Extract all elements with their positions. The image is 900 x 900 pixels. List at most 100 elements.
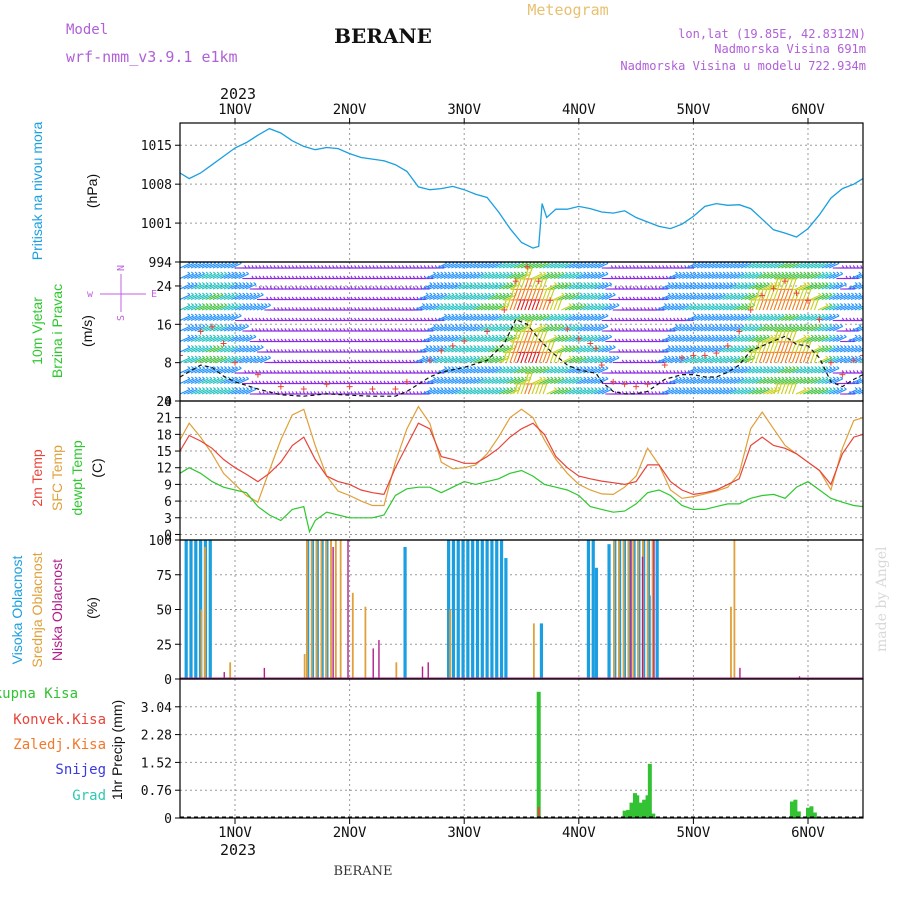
wind-barb — [223, 304, 235, 311]
wind-barb — [216, 336, 227, 342]
wind-barb-head — [810, 324, 814, 327]
wind-barb — [711, 388, 722, 395]
wind-barb — [509, 288, 515, 300]
wind-barb — [667, 304, 678, 311]
wind-barb — [850, 378, 862, 384]
station-title: BERANE — [334, 24, 432, 48]
wind-barb-head — [741, 334, 745, 338]
wind-barb-head — [201, 282, 205, 285]
wind-barb — [447, 336, 458, 342]
wind-barb-head — [465, 271, 470, 275]
wind-barb — [425, 304, 436, 311]
wind-barb — [180, 283, 191, 290]
wind-barb — [682, 294, 693, 300]
wind-barb — [223, 294, 235, 300]
wind-barb — [737, 367, 748, 374]
wind-barb — [491, 304, 502, 311]
legend-konvek-kisa: Konvek.Kisa — [13, 712, 106, 728]
wind-barb — [205, 388, 216, 395]
wind-barb — [205, 304, 216, 311]
wind-barb — [660, 294, 671, 300]
wind-barb — [421, 336, 433, 342]
wind-barb — [432, 294, 444, 300]
wind-barb — [704, 378, 715, 384]
wind-barb-head — [685, 324, 690, 327]
wind-barb-head — [223, 292, 227, 296]
wind-barb-head — [682, 345, 686, 348]
wind-barb-head — [766, 324, 770, 327]
wind-barb-head — [586, 303, 591, 306]
wind-barb — [696, 315, 708, 321]
model-label: Model — [66, 22, 108, 38]
wind-barb — [561, 273, 572, 279]
wind-barb — [476, 336, 488, 342]
wind-barb — [491, 283, 502, 290]
wind-barb — [586, 294, 598, 300]
wind-barb — [755, 351, 761, 363]
wind-barb-head — [741, 313, 745, 317]
wind-barb-head — [564, 334, 569, 338]
wind-barb — [447, 262, 458, 269]
wind-barb — [799, 336, 810, 342]
wind-barb-head — [212, 271, 216, 275]
wind-barb — [469, 262, 480, 269]
wind-barb — [180, 357, 191, 363]
wind-barb — [579, 336, 590, 342]
wind-barb-head — [216, 271, 220, 275]
wind-barb-head — [220, 334, 224, 338]
wind-barb — [190, 294, 202, 300]
wind-barb — [465, 357, 477, 363]
wind-barb — [473, 336, 484, 342]
wind-barb — [601, 294, 612, 300]
wind-barb — [575, 367, 587, 374]
wind-barb — [535, 330, 540, 342]
wind-barb — [539, 315, 550, 321]
wind-barb-head — [711, 324, 715, 327]
wind-barb — [223, 336, 235, 342]
wind-barb — [773, 278, 779, 290]
wind-barb-head — [231, 324, 235, 327]
wind-barb — [594, 273, 605, 279]
wind-barb — [502, 283, 513, 290]
wind-barb-head — [707, 303, 712, 306]
wind-barb — [557, 336, 568, 342]
wind-barb — [198, 378, 209, 384]
wind-barb — [227, 346, 238, 353]
wind-barb — [755, 388, 766, 395]
wind-barb — [469, 325, 480, 332]
wind-barb — [590, 357, 601, 363]
wind-barb-head — [689, 271, 693, 275]
wind-barb — [568, 378, 579, 384]
wind-barb — [803, 262, 814, 269]
wind-barb — [605, 304, 616, 311]
wind-barb — [601, 304, 612, 311]
wind-barb — [502, 388, 513, 395]
wind-barb — [527, 372, 533, 384]
wind-barb-head — [223, 313, 227, 317]
wind-barb — [729, 336, 741, 342]
wind-barb-head — [715, 292, 719, 296]
wind-barb — [689, 262, 700, 269]
wind-barb-head — [469, 334, 473, 338]
wind-barb — [836, 283, 847, 290]
wind-barb — [799, 283, 810, 290]
wind-barb — [473, 315, 484, 321]
wind-barb — [484, 336, 495, 342]
wind-barb — [498, 367, 510, 374]
wind-barb-head — [836, 292, 840, 296]
wind-barb — [718, 336, 730, 342]
wind-barb-head — [238, 271, 242, 275]
wind-barb — [813, 299, 819, 311]
wind-barb-head — [704, 345, 708, 348]
wind-barb-head — [212, 366, 216, 369]
wind-barb — [682, 273, 693, 279]
wind-barb-head — [843, 387, 847, 390]
wind-barb-head — [234, 271, 238, 275]
wind-barb-head — [737, 303, 741, 306]
wind-barb — [704, 283, 715, 290]
wind-barb — [722, 304, 733, 311]
precip-unit: 1hr Precip (mm) — [109, 700, 125, 800]
wind-barb — [520, 341, 526, 353]
wind-barb — [484, 304, 495, 311]
wind-barb — [733, 294, 744, 300]
